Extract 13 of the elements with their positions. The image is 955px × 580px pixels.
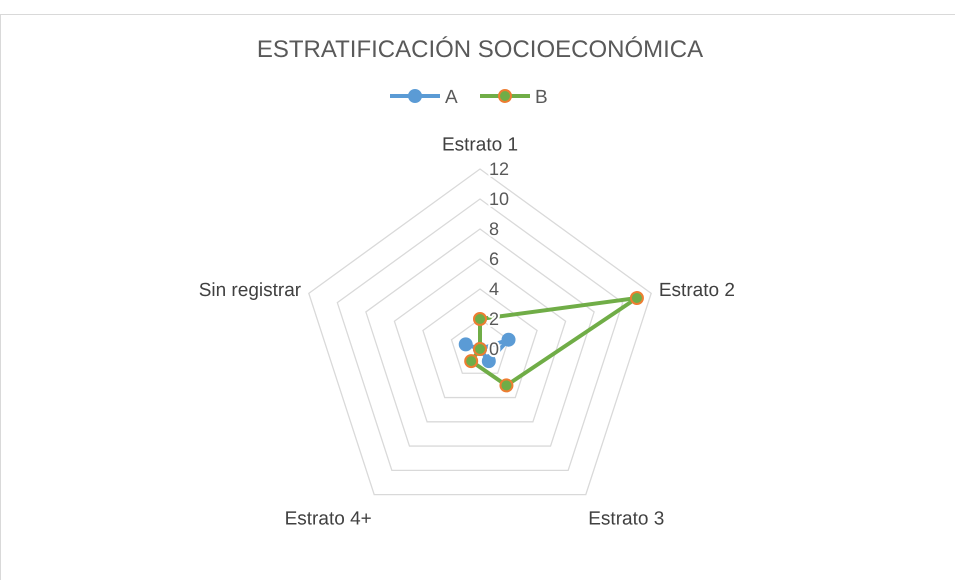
y-tick-label: 4 (489, 279, 500, 299)
y-tick-label: 8 (489, 219, 500, 239)
spoke-label: Estrato 3 (588, 508, 664, 530)
spoke-label: Estrato 1 (442, 134, 518, 156)
legend-label: A (445, 87, 458, 108)
spoke-label: Estrato 2 (658, 280, 735, 301)
legend-label: B (535, 87, 548, 108)
y-tick-label: 6 (489, 249, 500, 269)
chart-title: ESTRATIFICACIÓN SOCIOECONÓMICA (256, 36, 704, 63)
spoke-label: Sin registrar (198, 280, 302, 301)
y-tick-label: 10 (489, 189, 510, 209)
spoke-label: Estrato 4+ (284, 508, 372, 530)
y-tick-label: 12 (489, 159, 510, 179)
